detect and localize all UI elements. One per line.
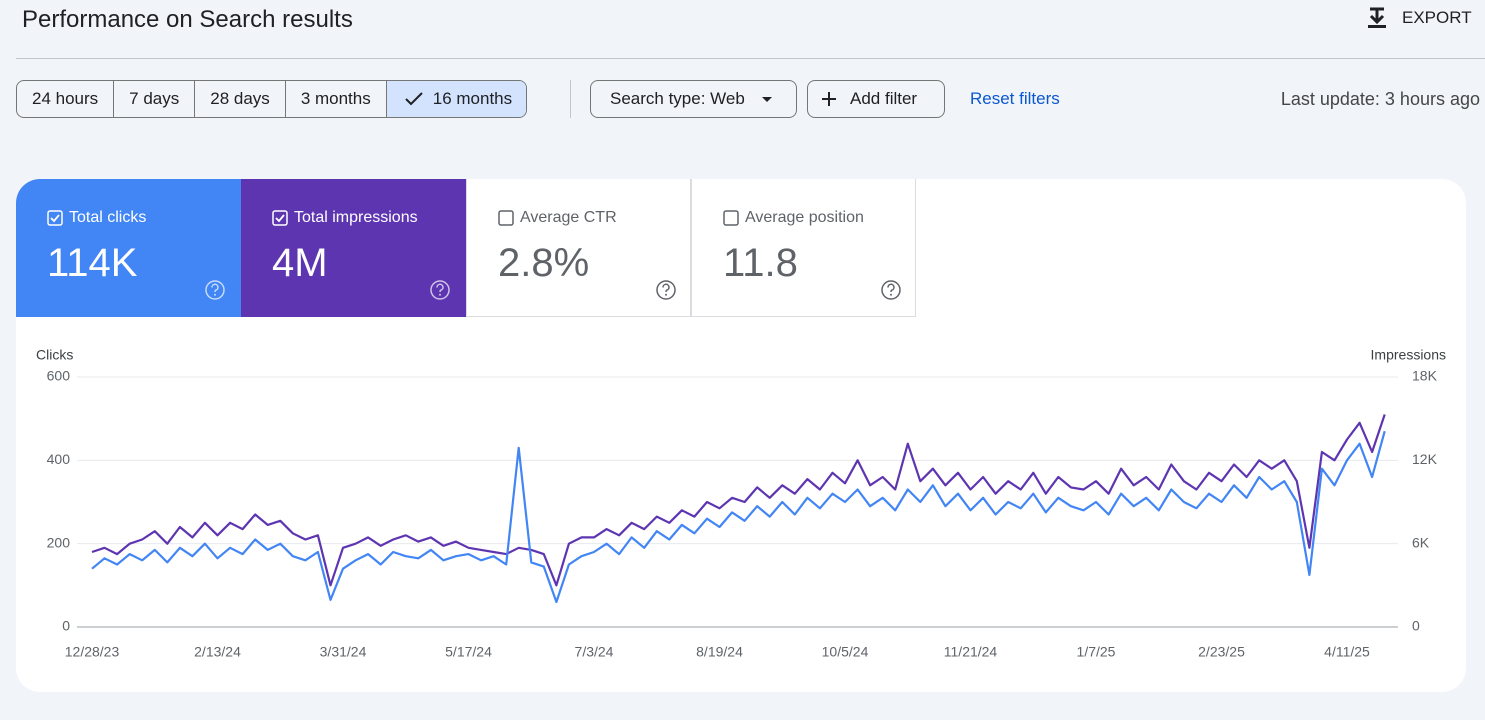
- metric-label: Total clicks: [69, 209, 147, 226]
- x-tick-label: 7/3/24: [575, 644, 614, 660]
- checkbox-box: [498, 210, 514, 226]
- x-tick-label: 4/11/25: [1324, 644, 1370, 660]
- range-button[interactable]: 16 months: [385, 81, 527, 117]
- plus-icon: [822, 92, 836, 106]
- series-line: [91, 414, 1386, 587]
- range-group: 24 hours 7 days 28 days 3 months 16 months: [16, 80, 528, 118]
- check-icon: [405, 92, 423, 106]
- metric-tile[interactable]: Average position 11.8: [691, 179, 916, 317]
- y2-tick-label: 12K: [1412, 451, 1438, 467]
- range-label: 16 months: [432, 89, 513, 108]
- help-mark: [436, 283, 444, 293]
- metric-tile[interactable]: Total impressions 4M: [241, 179, 466, 317]
- series-line: [91, 430, 1386, 604]
- help-dot: [439, 293, 441, 296]
- range-label: 7 days: [129, 89, 180, 108]
- help-icon: [430, 280, 450, 300]
- checkbox: [723, 210, 739, 226]
- dropdown-icon: [761, 97, 772, 102]
- x-tick-label: 3/31/24: [320, 644, 367, 660]
- help-dot: [890, 293, 892, 296]
- metric-tile[interactable]: Total clicks 114K: [16, 179, 241, 317]
- metric-value: 4M: [272, 241, 328, 285]
- checkbox-tick: [50, 214, 60, 223]
- checkbox-box: [47, 210, 63, 226]
- x-tick-label: 2/13/24: [194, 644, 241, 660]
- checkbox: [272, 210, 288, 226]
- checkbox-box: [272, 210, 288, 226]
- checkbox-box: [723, 210, 739, 226]
- metric-label: Average position: [745, 209, 864, 226]
- metric-label: Total impressions: [294, 209, 418, 226]
- help-icon: [656, 280, 676, 300]
- range-button[interactable]: 24 hours: [17, 81, 113, 117]
- export-button[interactable]: EXPORT: [1366, 6, 1472, 30]
- export-label: EXPORT: [1402, 8, 1472, 27]
- y2-tick-label: 6K: [1412, 534, 1430, 550]
- checkbox: [498, 210, 514, 226]
- metric-label: Average CTR: [520, 209, 617, 226]
- search-type-label: Search type: Web: [610, 89, 745, 108]
- y-tick-label: 600: [47, 368, 71, 384]
- metric-value: 114K: [47, 241, 138, 285]
- help-dot: [214, 293, 216, 296]
- y-tick-label: 0: [62, 618, 70, 634]
- range-button[interactable]: 28 days: [194, 81, 285, 117]
- divider: [16, 58, 1485, 59]
- metric-value: 11.8: [723, 241, 798, 285]
- range-label: 24 hours: [32, 89, 99, 108]
- help-mark: [211, 283, 219, 293]
- y2-tick-label: 18K: [1412, 368, 1438, 384]
- range-label: 28 days: [210, 89, 270, 108]
- download-icon: [1368, 7, 1386, 28]
- help-circle: [430, 280, 450, 300]
- x-tick-label: 10/5/24: [822, 644, 869, 660]
- y-tick-label: 400: [47, 451, 71, 467]
- y-tick-label: 200: [47, 534, 71, 550]
- y2-tick-label: 0: [1412, 618, 1420, 634]
- x-tick-label: 12/28/23: [65, 644, 120, 660]
- metric-value: 2.8%: [498, 241, 590, 285]
- y2-axis-title: Impressions: [1371, 347, 1446, 363]
- x-tick-label: 5/17/24: [445, 644, 492, 660]
- help-circle: [881, 280, 901, 300]
- search-type-button[interactable]: Search type: Web: [590, 80, 797, 118]
- help-mark: [887, 283, 895, 293]
- add-filter-label: Add filter: [850, 89, 918, 108]
- checkbox: [47, 210, 63, 226]
- help-icon: [205, 280, 225, 300]
- check-path: [405, 92, 423, 106]
- last-update: Last update: 3 hours ago: [1280, 89, 1480, 109]
- metric-tile[interactable]: Average CTR 2.8%: [466, 179, 691, 317]
- help-circle: [205, 280, 225, 300]
- range-label: 3 months: [300, 89, 371, 108]
- reset-filters-link[interactable]: Reset filters: [970, 89, 1060, 108]
- help-circle: [656, 280, 676, 300]
- range-button[interactable]: 7 days: [113, 81, 194, 117]
- help-dot: [665, 293, 667, 296]
- x-tick-label: 1/7/25: [1077, 644, 1116, 660]
- x-tick-label: 8/19/24: [696, 644, 743, 660]
- performance-card: Total clicks 114K Total impressions 4M Avera…: [16, 179, 1466, 692]
- help-icon: [881, 280, 901, 300]
- help-mark: [662, 283, 670, 293]
- add-filter-button[interactable]: Add filter: [807, 80, 945, 118]
- range-button[interactable]: 3 months: [284, 81, 386, 117]
- page-title: Performance on Search results: [22, 6, 353, 33]
- checkbox-tick: [275, 214, 285, 223]
- separator: [570, 80, 571, 118]
- x-tick-label: 2/23/25: [1198, 644, 1245, 660]
- x-tick-label: 11/21/24: [944, 644, 998, 660]
- y-axis-title: Clicks: [36, 347, 73, 363]
